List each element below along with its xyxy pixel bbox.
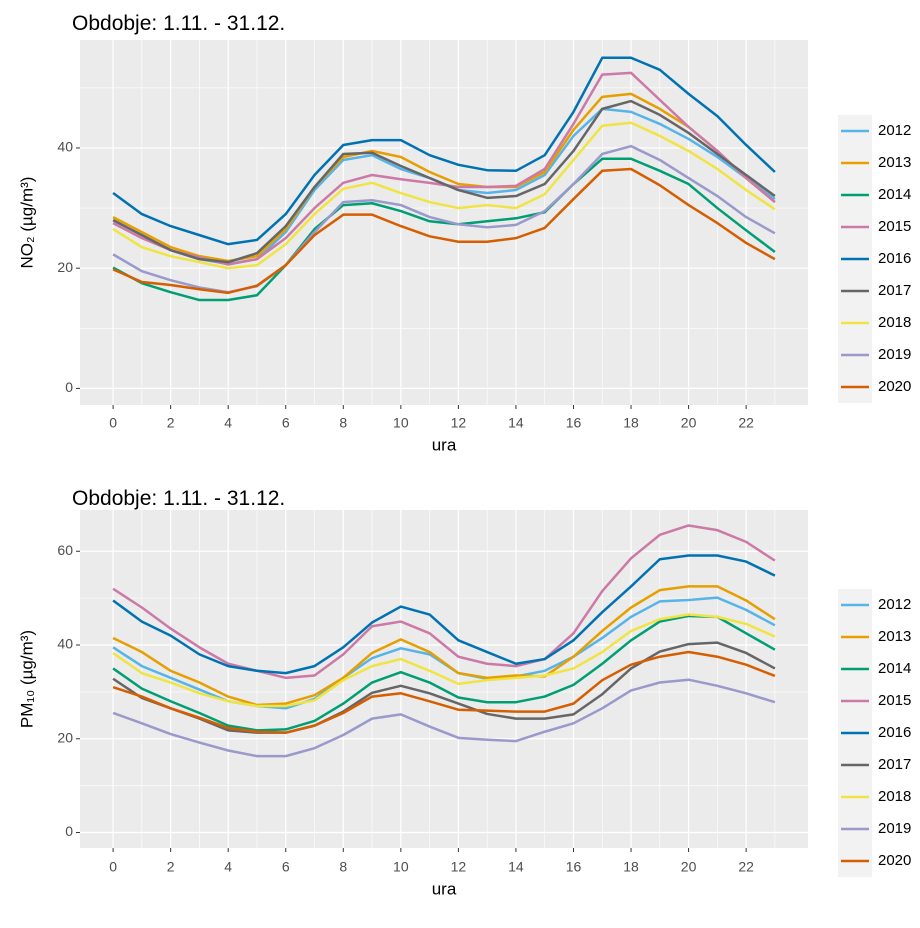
x-tick-label: 18	[623, 859, 639, 875]
legend-label: 2018	[878, 314, 911, 331]
data-line	[112, 554, 776, 675]
chart-title: Obdobje: 1.11. - 31.12.	[72, 12, 285, 35]
data-line	[112, 92, 776, 263]
data-line	[112, 641, 776, 734]
x-tick-label: 6	[282, 859, 290, 875]
legend-label: 2013	[878, 628, 911, 645]
legend-label: 2016	[878, 250, 911, 267]
x-tick-label: 16	[566, 859, 582, 875]
legend-label: 2014	[878, 186, 911, 203]
legend-label: 2012	[878, 596, 911, 613]
y-axis-title: PM₁₀ (µg/m³)	[17, 630, 36, 728]
x-tick-label: 20	[681, 859, 697, 875]
x-tick-label: 12	[451, 859, 467, 875]
chart: Obdobje: 1.11. - 31.12. 0 20 40 0 2 4 6 8 10 12 14 1…	[17, 12, 911, 454]
y-axis-title: NO₂ (µg/m³)	[17, 177, 36, 269]
x-tick-label: 2	[167, 859, 175, 875]
legend-label: 2014	[878, 660, 911, 677]
y-tick-label: 20	[57, 729, 73, 745]
data-line	[112, 614, 776, 732]
x-tick-label: 6	[282, 415, 290, 431]
legend-label: 2012	[878, 122, 911, 139]
legend-label: 2016	[878, 724, 911, 741]
y-tick-label: 20	[57, 259, 73, 275]
data-line	[112, 650, 776, 734]
data-line	[112, 99, 776, 264]
y-tick-label: 40	[57, 139, 73, 155]
chart: Obdobje: 1.11. - 31.12. 0 20 40 60 0 2 4 6 8 10 12 1…	[17, 487, 911, 898]
legend-label: 2019	[878, 346, 911, 363]
x-tick-label: 14	[508, 859, 524, 875]
x-tick-label: 10	[393, 415, 409, 431]
data-line	[112, 585, 776, 707]
data-line	[112, 167, 776, 295]
data-line	[112, 56, 776, 246]
x-tick-label: 4	[224, 859, 232, 875]
legend-label: 2017	[878, 282, 911, 299]
x-axis-title: ura	[432, 879, 457, 898]
x-tick-label: 8	[339, 859, 347, 875]
x-tick-label: 20	[681, 415, 697, 431]
y-tick-label: 0	[65, 379, 73, 395]
x-tick-label: 10	[393, 859, 409, 875]
legend-label: 2017	[878, 756, 911, 773]
x-tick-label: 4	[224, 415, 232, 431]
legend-label: 2015	[878, 218, 911, 235]
x-tick-label: 0	[109, 859, 117, 875]
x-tick-label: 22	[738, 859, 754, 875]
legend-label: 2019	[878, 820, 911, 837]
data-line	[112, 613, 776, 708]
chart-title: Obdobje: 1.11. - 31.12.	[72, 487, 285, 510]
legend-label: 2018	[878, 788, 911, 805]
x-tick-label: 16	[566, 415, 582, 431]
y-tick-label: 40	[57, 636, 73, 652]
x-tick-label: 18	[623, 415, 639, 431]
legend-label: 2020	[878, 378, 911, 395]
data-line	[112, 157, 776, 302]
x-tick-label: 14	[508, 415, 524, 431]
legend-label: 2020	[878, 852, 911, 869]
data-line	[112, 678, 776, 758]
legend-label: 2015	[878, 692, 911, 709]
x-tick-label: 2	[167, 415, 175, 431]
data-line	[112, 524, 776, 680]
x-tick-label: 8	[339, 415, 347, 431]
x-axis-title: ura	[432, 435, 457, 454]
x-tick-label: 0	[109, 415, 117, 431]
y-tick-label: 0	[65, 823, 73, 839]
x-tick-label: 12	[451, 415, 467, 431]
data-line	[112, 121, 776, 270]
x-tick-label: 22	[738, 415, 754, 431]
y-tick-label: 60	[57, 542, 73, 558]
legend-label: 2013	[878, 154, 911, 171]
